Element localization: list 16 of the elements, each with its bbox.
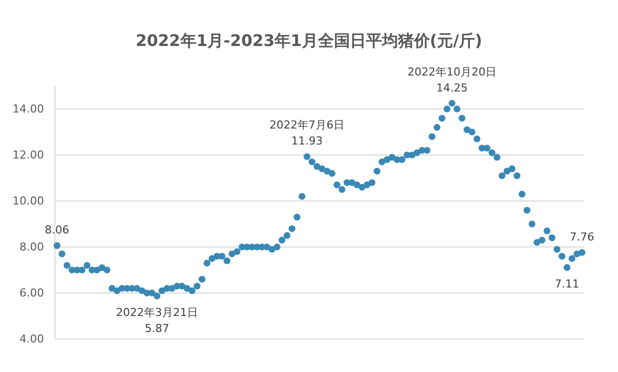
y-tick-label: 14.00: [12, 102, 44, 116]
annotation: 7.11: [554, 277, 580, 290]
y-tick-label: 6.00: [20, 286, 44, 300]
annotation: 8.06: [44, 224, 70, 237]
y-tick-label: 8.00: [20, 240, 44, 254]
annotation: 2022年7月6日: [270, 118, 344, 132]
chart-title: 2022年1月-2023年1月全国日平均猪价(元/斤): [136, 31, 482, 50]
y-tick-label: 12.00: [12, 148, 44, 162]
y-tick-label: 10.00: [12, 194, 44, 208]
y-tick-label: 4.00: [20, 332, 44, 346]
annotation: 2022年3月21日: [116, 306, 198, 319]
annotation: 5.87: [144, 322, 170, 335]
annotation: 7.76: [570, 230, 594, 244]
annotation: 14.25: [436, 81, 468, 94]
annotation: 11.93: [291, 134, 323, 148]
annotation: 2022年10月20日: [408, 65, 496, 78]
